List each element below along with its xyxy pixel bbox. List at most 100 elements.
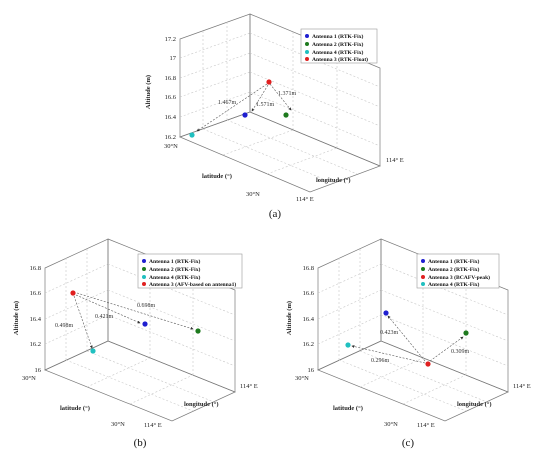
legend-entry: Antenna 4 (RTK-Fix) (428, 281, 480, 288)
lon-tick: 114° E (240, 383, 258, 390)
chart-a: 16.2 16.4 16.6 16.8 17 17.2 Altitude (m)… (145, 13, 404, 220)
z-tick: 16.2 (303, 341, 314, 348)
legend-entry: Antenna 4 (RTK-Fix) (149, 274, 201, 281)
y-axis-label: longitude (°) (457, 401, 492, 408)
y-axis-label: longitude (°) (316, 177, 351, 184)
legend-entry: Antenna 2 (RTK-Fix) (149, 266, 201, 273)
x-axis-label: latitude (°) (60, 405, 90, 412)
point-antenna-4 (90, 348, 96, 354)
z-tick: 16.4 (30, 316, 42, 323)
legend-marker (305, 42, 309, 46)
z-axis-label: Altitude (m) (286, 301, 293, 335)
x-axis-label: latitude (°) (202, 173, 232, 180)
distance-arrow (387, 315, 426, 362)
legend-marker (142, 282, 146, 286)
legend-entry: Antenna 2 (RTK-Fix) (428, 266, 480, 273)
y-axis-label: longitude (°) (184, 401, 219, 408)
point-antenna-4 (345, 342, 351, 348)
lat-tick: 30°N (111, 421, 125, 428)
distance-label: 1.467m (218, 100, 237, 106)
point-antenna-4 (189, 132, 195, 138)
distance-arrow (351, 345, 426, 364)
z-tick: 16.6 (30, 290, 42, 297)
lat-tick: 30°N (384, 421, 398, 428)
z-tick: 16 (35, 367, 42, 374)
z-axis-label: Altitude (m) (145, 75, 152, 109)
lat-tick: 30°N (22, 375, 36, 382)
legend-marker (305, 34, 309, 38)
chart-a-grid (179, 13, 381, 193)
point-antenna-1 (383, 310, 389, 316)
z-tick: 16.6 (303, 290, 315, 297)
lon-tick: 114° E (513, 383, 531, 390)
legend-marker (142, 275, 146, 279)
distance-label: 0.309m (451, 349, 470, 355)
point-antenna-3 (70, 290, 76, 296)
z-tick: 16.8 (165, 75, 176, 82)
legend-marker (421, 259, 425, 263)
legend-entry: Antenna 1 (RTK-Fix) (312, 33, 364, 40)
legend-entry: Antenna 3 (BCAFV-peak) (428, 274, 490, 281)
distance-label: 0.498m (55, 323, 74, 329)
point-antenna-2 (195, 328, 201, 334)
chart-c: 16 16.2 16.4 16.6 16.8 Altitude (m) 30°N… (286, 238, 531, 449)
x-axis-label: latitude (°) (333, 405, 363, 412)
point-antenna-2 (283, 112, 289, 118)
panel-label: (b) (134, 437, 147, 449)
z-tick: 16.6 (165, 94, 177, 101)
legend-marker (142, 259, 146, 263)
lat-tick: 30°N (246, 191, 260, 198)
distance-arrow (196, 83, 268, 132)
point-antenna-2 (463, 330, 469, 336)
legend-entry: Antenna 4 (RTK-Fix) (312, 49, 364, 56)
distance-arrow (75, 294, 141, 324)
legend-marker (421, 267, 425, 271)
chart-c-grid (317, 238, 509, 422)
legend-entry: Antenna 3 (AFV-based on antenna1) (149, 281, 236, 288)
lon-tick: 114° E (144, 422, 162, 429)
distance-label: 1.571m (256, 102, 275, 108)
legend-marker (305, 50, 309, 54)
lat-tick: 30°N (295, 375, 309, 382)
point-antenna-1 (142, 321, 148, 327)
legend-marker (142, 267, 146, 271)
lon-tick: 114° E (296, 196, 314, 203)
point-antenna-3 (266, 79, 272, 85)
chart-a-z-ticks: 16.2 16.4 16.6 16.8 17 17.2 (165, 36, 177, 141)
z-tick: 17 (170, 55, 177, 62)
distance-arrow (73, 295, 93, 349)
legend-marker (421, 275, 425, 279)
chart-c-legend: Antenna 1 (RTK-Fix) Antenna 2 (RTK-Fix) … (416, 253, 500, 289)
lon-tick: 114° E (386, 157, 404, 164)
z-tick: 17.2 (165, 36, 176, 43)
z-tick: 16.2 (30, 341, 41, 348)
z-tick: 16 (308, 367, 315, 374)
legend-marker (305, 57, 309, 61)
z-tick: 16.8 (303, 265, 314, 272)
distance-label: 0.698m (137, 303, 156, 309)
panel-label: (c) (402, 437, 415, 449)
point-antenna-1 (242, 112, 248, 118)
distance-arrow (251, 84, 269, 112)
chart-b-legend: Antenna 1 (RTK-Fix) Antenna 2 (RTK-Fix) … (137, 253, 243, 289)
distance-arrow (76, 292, 194, 330)
z-tick: 16.2 (165, 134, 176, 141)
z-tick: 16.8 (30, 265, 41, 272)
distance-label: 0.296m (371, 358, 390, 364)
distance-label: 0.423m (380, 330, 399, 336)
legend-entry: Antenna 3 (RTK-Float) (312, 56, 368, 63)
legend-entry: Antenna 1 (RTK-Fix) (428, 258, 480, 265)
z-tick: 16.4 (303, 316, 315, 323)
lon-tick: 114° E (417, 422, 435, 429)
z-axis-label: Altitude (m) (13, 301, 20, 335)
chart-a-legend: Antenna 1 (RTK-Fix) Antenna 2 (RTK-Fix) … (300, 28, 378, 64)
distance-label: 0.421m (95, 314, 114, 320)
point-antenna-3 (425, 361, 431, 367)
panel-label: (a) (269, 208, 282, 220)
legend-entry: Antenna 2 (RTK-Fix) (312, 41, 364, 48)
lat-tick: 30°N (164, 143, 178, 150)
legend-entry: Antenna 1 (RTK-Fix) (149, 258, 201, 265)
chart-b: 16 16.2 16.4 16.6 16.8 Altitude (m) 30°N… (13, 238, 258, 449)
distance-label: 1.371m (278, 91, 297, 97)
